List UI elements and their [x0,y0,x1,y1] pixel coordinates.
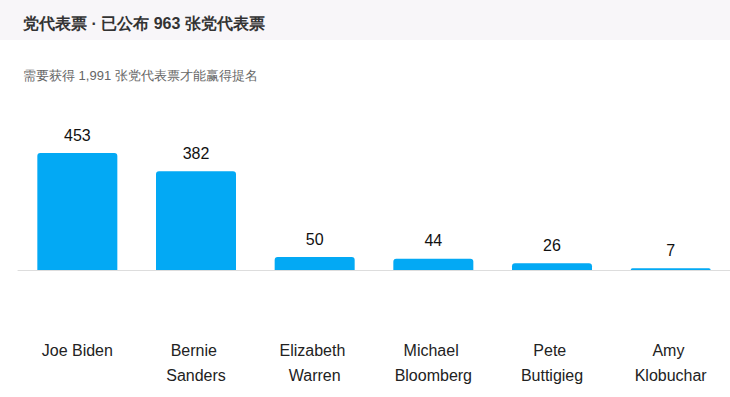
svg-text:Michael: Michael [404,342,464,359]
svg-text:382: 382 [183,145,210,162]
svg-text:Pete: Pete [533,342,570,359]
svg-text:44: 44 [424,232,442,249]
svg-text:Buttigieg: Buttigieg [521,367,583,384]
svg-text:Warren: Warren [289,367,341,384]
svg-text:Bernie: Bernie [171,342,222,359]
svg-text:26: 26 [543,237,561,254]
svg-text:453: 453 [64,127,91,144]
svg-text:50: 50 [306,231,324,248]
svg-text:Bloomberg: Bloomberg [395,367,472,384]
svg-text:需要获得 1,991 张党代表票才能赢得提名: 需要获得 1,991 张党代表票才能赢得提名 [23,68,258,83]
svg-text:Elizabeth: Elizabeth [280,342,350,359]
svg-text:Sanders: Sanders [166,367,226,384]
svg-text:7: 7 [666,242,675,259]
svg-text:Amy: Amy [652,342,688,359]
svg-text:党代表票 · 已公布 963 张党代表票: 党代表票 · 已公布 963 张党代表票 [22,15,265,32]
svg-text:Klobuchar: Klobuchar [635,367,708,384]
svg-text:Joe Biden: Joe Biden [42,342,113,359]
